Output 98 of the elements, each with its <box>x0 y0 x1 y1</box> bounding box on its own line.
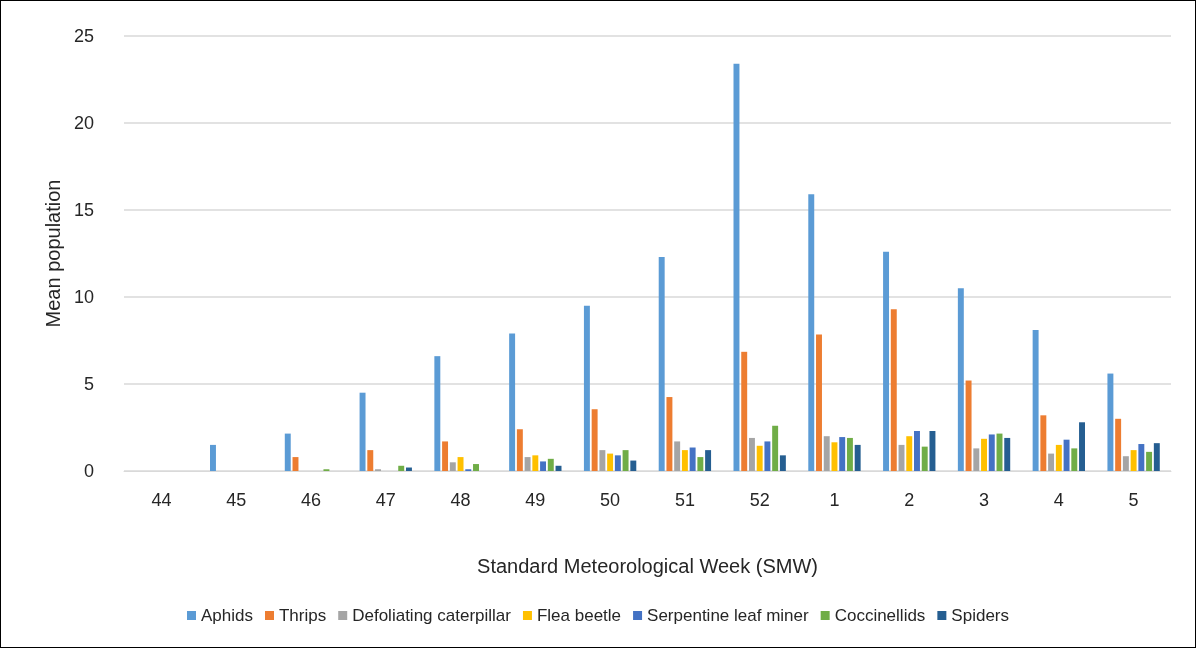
bar <box>779 455 786 471</box>
legend-label: Flea beetle <box>536 606 622 625</box>
x-tick-label: 51 <box>674 490 695 510</box>
bar <box>1032 330 1039 471</box>
legend-label: Defoliating caterpillar <box>352 606 512 625</box>
bar <box>1079 422 1085 471</box>
bar <box>1063 439 1070 471</box>
bar <box>697 457 704 471</box>
y-axis-title: Mean population <box>42 179 65 328</box>
legend-label: Spiders <box>951 606 1009 625</box>
bar <box>1138 444 1145 471</box>
bar <box>965 380 972 471</box>
bar <box>591 409 598 471</box>
bar <box>988 434 995 471</box>
legend-label: Serpentine leaf miner <box>647 606 809 625</box>
x-tick-label: 1 <box>829 490 840 510</box>
x-tick-label: 49 <box>525 490 546 510</box>
x-tick-label: 3 <box>979 490 990 510</box>
legend-label: Coccinellids <box>834 606 926 625</box>
bar <box>741 351 748 471</box>
y-tick-label: 0 <box>83 461 94 481</box>
bar <box>1107 373 1114 471</box>
bar <box>434 356 441 471</box>
bar <box>540 461 547 471</box>
bar <box>1004 437 1011 471</box>
bar <box>622 450 629 471</box>
x-tick-label: 46 <box>300 490 321 510</box>
bar <box>831 442 838 471</box>
bar <box>1071 448 1078 471</box>
x-tick-label: 2 <box>904 490 915 510</box>
bar <box>524 457 531 471</box>
x-tick-label: 52 <box>749 490 770 510</box>
bar <box>890 309 897 471</box>
bar <box>772 425 779 471</box>
bar <box>846 437 853 471</box>
bar <box>883 251 890 471</box>
bar <box>1153 443 1160 471</box>
bar <box>681 450 688 471</box>
bar <box>854 444 861 471</box>
bar <box>583 305 590 471</box>
bar <box>689 447 696 471</box>
bar <box>906 436 913 471</box>
bar <box>808 194 815 471</box>
bar <box>457 457 464 471</box>
bar <box>756 445 763 471</box>
bar <box>929 430 936 471</box>
y-tick-label: 25 <box>73 26 94 46</box>
bar <box>1048 453 1055 471</box>
bar <box>981 438 988 471</box>
x-tick-label: 50 <box>600 490 621 510</box>
bar <box>658 256 665 471</box>
bar <box>1122 456 1129 471</box>
bar <box>1146 451 1153 471</box>
bar <box>607 453 614 471</box>
x-tick-label: 48 <box>450 490 471 510</box>
x-axis-title: Standard Meteorological Week (SMW) <box>477 555 818 577</box>
bar <box>839 437 846 471</box>
bar <box>599 450 606 471</box>
bar <box>284 433 291 471</box>
bar <box>764 441 771 471</box>
bar <box>973 448 980 471</box>
bar <box>914 430 920 471</box>
legend-label: Aphids <box>201 606 253 625</box>
y-tick-label: 10 <box>73 287 94 307</box>
bar <box>748 437 755 471</box>
bar <box>705 450 712 471</box>
x-tick-label: 4 <box>1053 490 1064 510</box>
bar <box>210 444 216 471</box>
bar <box>509 333 516 471</box>
bar <box>823 436 830 471</box>
bar <box>442 441 449 471</box>
bar <box>614 455 621 471</box>
bar <box>367 450 374 471</box>
y-tick-label: 5 <box>83 374 94 394</box>
bar <box>630 460 637 471</box>
y-tick-label: 15 <box>73 200 94 220</box>
bar <box>816 334 822 471</box>
bar <box>516 429 523 471</box>
bar <box>957 288 964 471</box>
bar <box>1040 415 1047 471</box>
y-tick-label: 20 <box>73 113 94 133</box>
bar <box>547 458 554 471</box>
bar <box>359 392 366 471</box>
bar <box>666 397 673 471</box>
bar <box>1130 450 1137 471</box>
x-tick-label: 44 <box>151 490 172 510</box>
x-tick-label: 47 <box>375 490 396 510</box>
bar <box>473 464 479 471</box>
x-tick-label: 45 <box>226 490 247 510</box>
x-tick-label: 5 <box>1128 490 1139 510</box>
bar <box>398 465 405 471</box>
legend-label: Thrips <box>278 606 327 625</box>
bar <box>674 441 681 471</box>
bar <box>532 455 539 471</box>
bar <box>1115 418 1122 471</box>
bar <box>1055 444 1062 471</box>
bar <box>449 462 456 471</box>
bar <box>921 446 928 471</box>
